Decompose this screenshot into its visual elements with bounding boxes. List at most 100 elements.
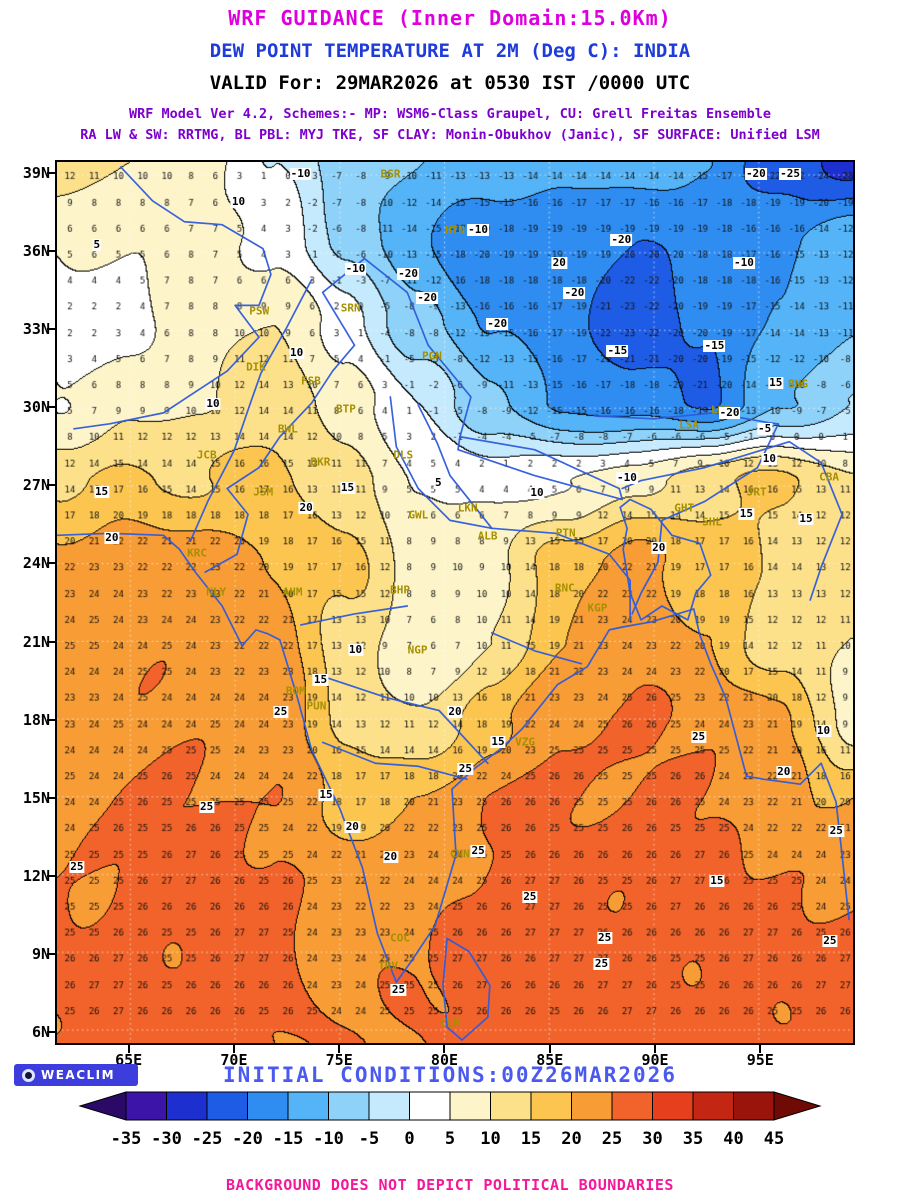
lon-tick-label: 75E	[325, 1051, 353, 1069]
contour-label: 25	[390, 983, 407, 997]
contour-label: 20	[651, 540, 667, 554]
weaclim-logo-badge: WEACLIM	[14, 1064, 138, 1086]
lon-tick-mark	[759, 1045, 762, 1053]
contour-label: 25	[69, 859, 85, 873]
geo-path	[204, 257, 366, 573]
lat-tick-label: 27N	[22, 476, 50, 495]
lat-tick-mark	[47, 172, 55, 174]
colorbar-tick-label: -10	[313, 1129, 344, 1149]
lon-tick-mark	[548, 1045, 551, 1053]
contour-label: 25	[199, 799, 215, 813]
geo-path	[442, 937, 491, 1041]
lat-tick-mark	[47, 640, 55, 643]
lat-tick-mark	[47, 406, 55, 409]
contour-label: 15	[318, 787, 334, 801]
colorbar-tick-label: 30	[642, 1129, 662, 1149]
colorbar-segment	[368, 1091, 410, 1121]
contour-label: 10	[815, 724, 832, 738]
station-label: JSM	[253, 485, 274, 499]
contour-label: 20	[104, 531, 120, 545]
colorbar-segment	[652, 1091, 694, 1121]
lon-tick-mark	[654, 1045, 656, 1053]
geo-path	[73, 166, 272, 430]
lat-tick-label: 33N	[22, 320, 50, 339]
dewpoint-field-canvas	[57, 162, 853, 1043]
colorbar-segment	[125, 1091, 167, 1121]
station-label: BHP	[390, 583, 410, 597]
contour-label: -5	[757, 421, 773, 435]
contour-label: 15	[339, 480, 356, 494]
lat-tick-mark	[47, 718, 55, 721]
colorbar: -35 -30 -25 -20 -15 -10 -5 0 5 10 15 20 25 30 35 40 45	[78, 1091, 822, 1149]
station-label: CHN	[449, 847, 470, 861]
colorbar-tick-label: 25	[602, 1129, 622, 1149]
contour-label: 25	[522, 889, 538, 903]
contour-label: 20	[447, 704, 463, 718]
colorbar-tick-label: 15	[521, 1129, 541, 1149]
station-label: AHM	[282, 585, 303, 599]
lat-tick-mark	[47, 562, 55, 565]
station-label: DLS	[393, 448, 414, 462]
contour-label: -25	[779, 167, 802, 181]
contour-label: 25	[822, 933, 838, 947]
map-label-overlays: BSRHTNPSWSRNDIKPGNFSBBNGBTPBWLLNZLSAJCBB…	[57, 162, 853, 1043]
colorbar-segment	[733, 1091, 775, 1121]
lon-tick-label: 70E	[220, 1051, 248, 1069]
station-label: SRN	[340, 301, 361, 315]
contour-label: -10	[344, 262, 367, 276]
contour-label: -20	[610, 232, 633, 246]
colorbar-segment	[449, 1091, 491, 1121]
station-label: DIK	[246, 360, 266, 374]
lon-tick-label: 90E	[641, 1051, 669, 1069]
geo-boundaries-overlay	[57, 166, 850, 1041]
colorbar-segment	[328, 1091, 370, 1121]
lat-tick-label: 9N	[31, 944, 50, 963]
colorbar-tick-label: -15	[273, 1129, 304, 1149]
station-label: HTN	[445, 223, 465, 237]
contour-label: -10	[615, 471, 638, 485]
station-label: PTN	[555, 526, 576, 540]
geo-path	[299, 605, 409, 626]
lat-tick-label: 36N	[22, 242, 50, 261]
colorbar-segment	[571, 1091, 613, 1121]
contour-label: -15	[606, 344, 629, 358]
colorbar-tick-label: -25	[192, 1129, 223, 1149]
weaclim-logo-text: WEACLIM	[41, 1068, 116, 1082]
geo-path	[389, 396, 493, 530]
lat-tick-label: 30N	[22, 398, 50, 417]
contour-label: 20	[298, 501, 314, 515]
contour-label: -10	[289, 167, 312, 181]
lat-tick-label: 21N	[22, 632, 50, 651]
contour-label: 10	[230, 194, 247, 208]
station-label: NGP	[407, 643, 428, 657]
station-label: PUN	[306, 699, 327, 713]
colorbar-arrow-high	[773, 1091, 822, 1121]
station-label: CBA	[819, 470, 840, 484]
geo-path	[321, 741, 468, 781]
disclaimer-text: BACKGROUND DOES NOT DEPICT POLITICAL BOU…	[226, 1176, 674, 1194]
station-label: BNG	[788, 377, 808, 391]
contour-label: -10	[733, 256, 755, 270]
colorbar-arrow-low	[78, 1091, 127, 1121]
geo-path	[619, 498, 712, 621]
contour-label: 10	[529, 486, 545, 500]
contour-label: 5	[92, 237, 102, 251]
colorbar-tick-label: -5	[359, 1129, 379, 1149]
lat-tick-label: 6N	[31, 1022, 50, 1041]
contour-label: 25	[273, 704, 289, 718]
station-label: ALB	[477, 529, 498, 543]
geo-path	[363, 257, 472, 438]
colorbar-segment	[206, 1091, 248, 1121]
contour-label: -20	[563, 286, 586, 300]
contour-label: 25	[593, 956, 610, 970]
station-label: BKR	[310, 455, 331, 469]
station-label: KRC	[187, 546, 208, 560]
contour-label: 25	[690, 730, 707, 744]
lat-tick-label: 12N	[22, 866, 50, 885]
colorbar-tick-label: 45	[764, 1129, 784, 1149]
station-label: NLY	[206, 585, 227, 599]
contour-label: -20	[744, 167, 767, 181]
station-label: BOM	[285, 684, 306, 698]
colorbar-tick-label: 35	[683, 1129, 703, 1149]
